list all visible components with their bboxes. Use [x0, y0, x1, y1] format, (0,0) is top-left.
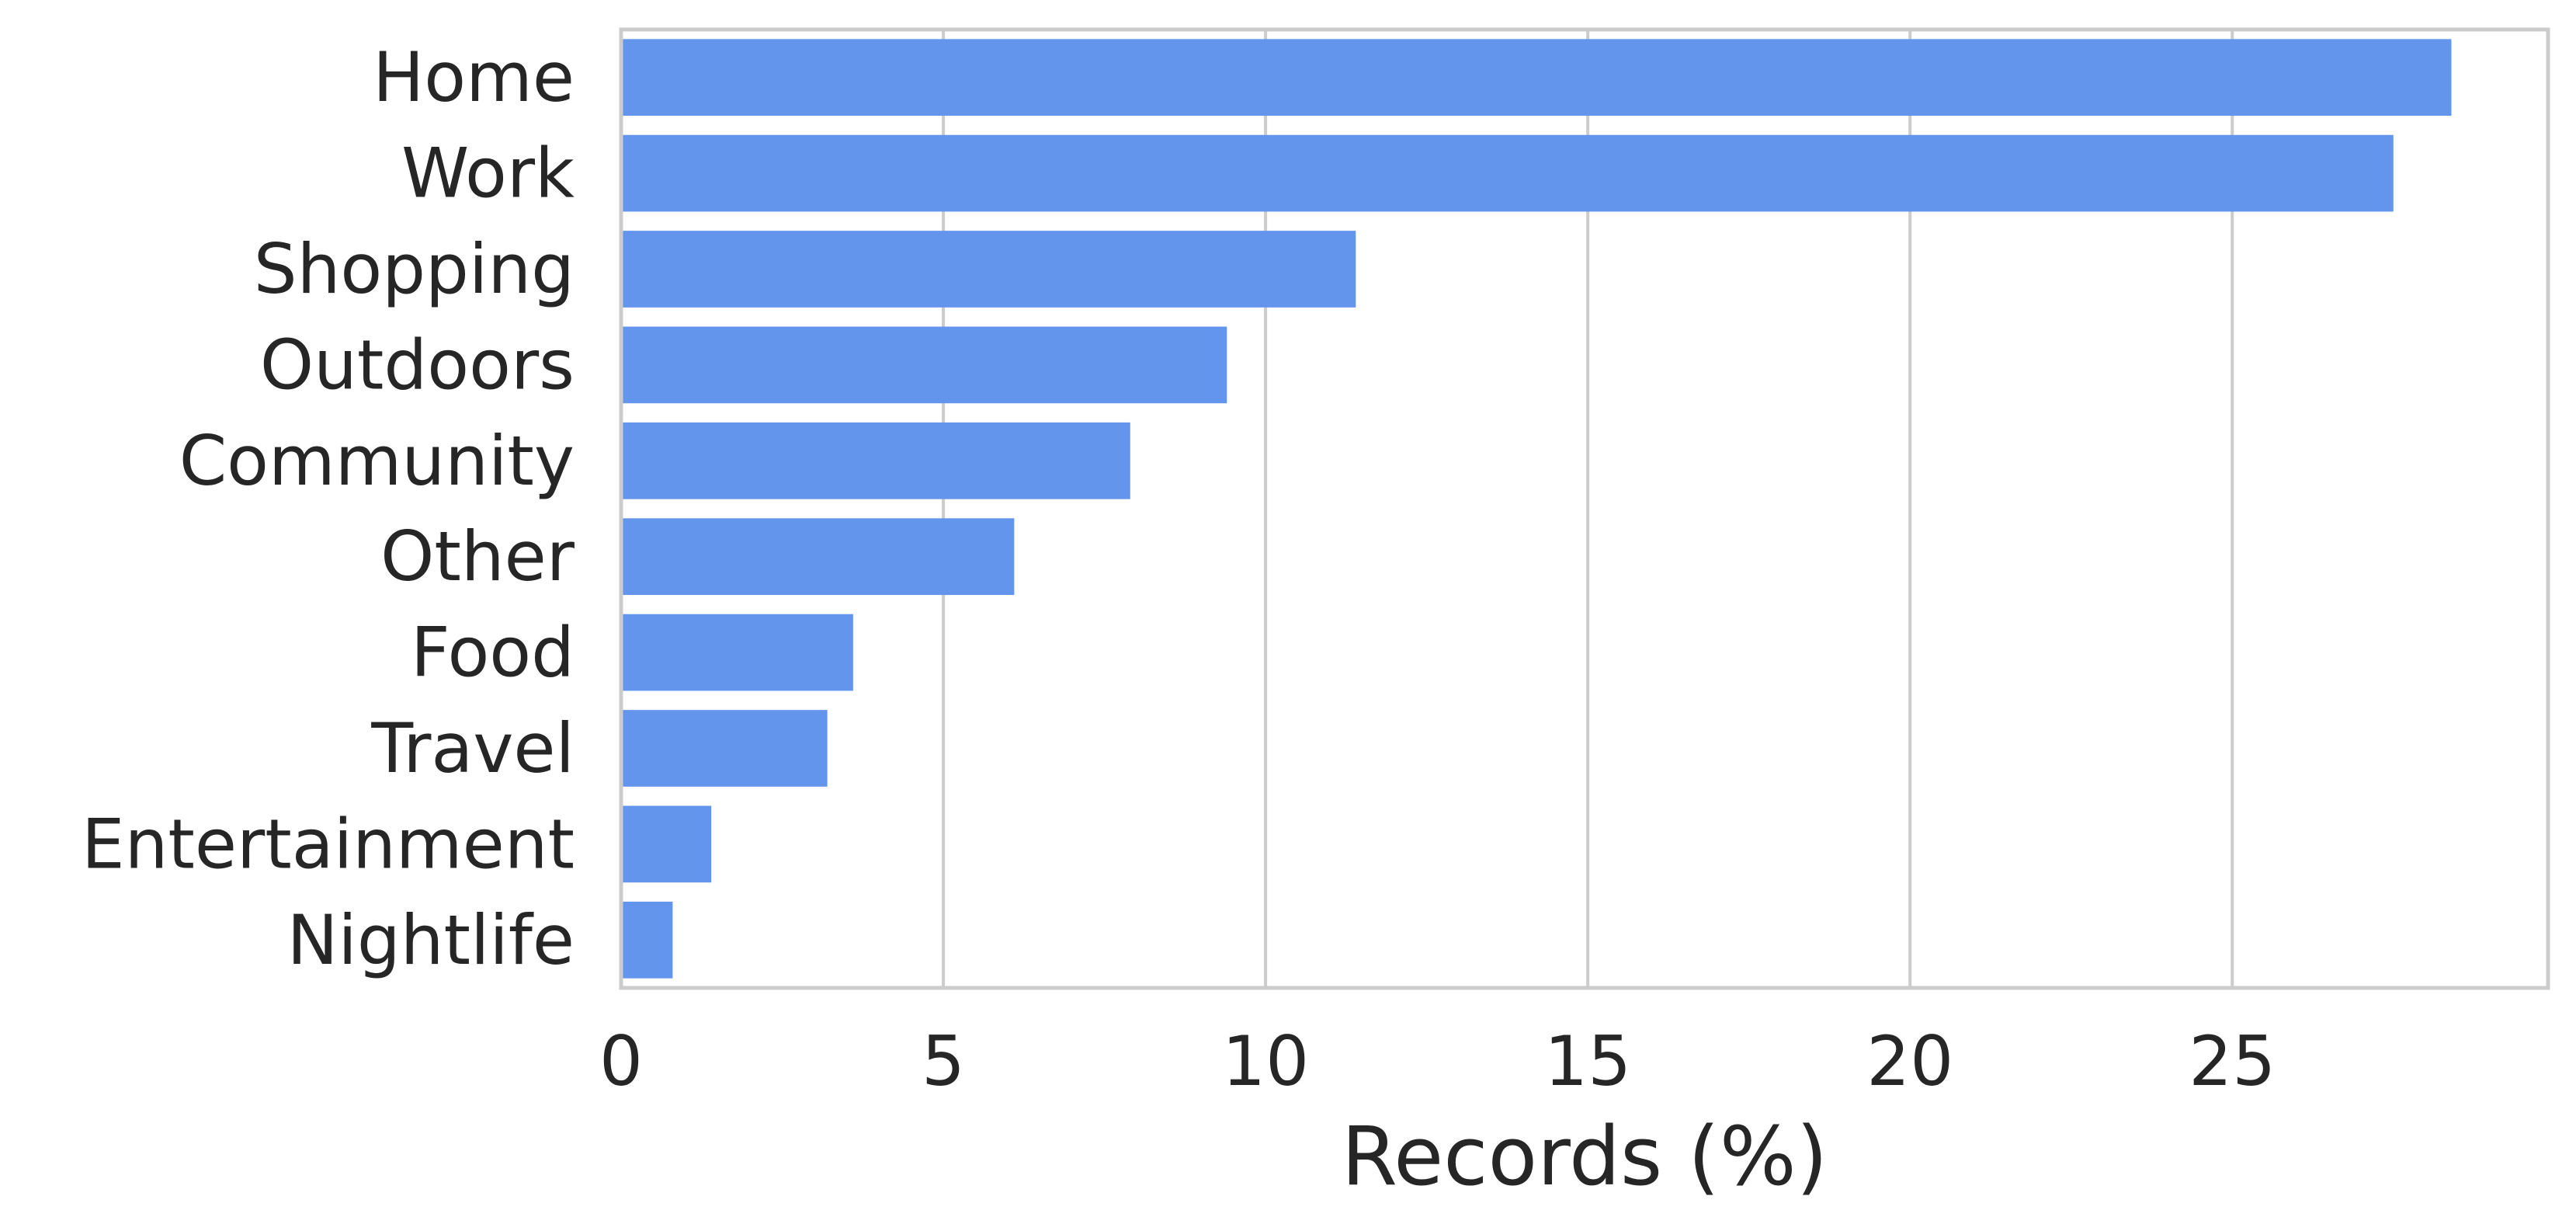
category-label-travel: Travel [370, 708, 575, 788]
bar-food [621, 614, 853, 691]
bar-travel [621, 710, 828, 787]
bar-community [621, 422, 1130, 499]
category-label-entertainment: Entertainment [82, 804, 575, 884]
category-label-outdoors: Outdoors [260, 325, 575, 405]
category-label-food: Food [411, 613, 575, 693]
x-tick-label-25: 25 [2189, 1021, 2276, 1101]
bar-entertainment [621, 805, 712, 883]
bar-other [621, 518, 1015, 596]
bar-nightlife [621, 901, 673, 979]
x-axis-title: Records (%) [1342, 1109, 1828, 1204]
x-tick-label-5: 5 [922, 1021, 965, 1101]
plot-frame [619, 27, 2550, 990]
bar-shopping [621, 231, 1356, 308]
x-tick-label-15: 15 [1544, 1021, 1631, 1101]
x-tick-label-20: 20 [1866, 1021, 1953, 1101]
category-label-home: Home [373, 37, 575, 117]
x-tick-label-10: 10 [1222, 1021, 1309, 1101]
category-label-community: Community [179, 421, 575, 501]
category-label-shopping: Shopping [254, 229, 575, 309]
category-label-nightlife: Nightlife [287, 900, 575, 980]
category-label-work: Work [401, 134, 575, 214]
category-labels: Home Work Shopping Outdoors Community Other Fo… [82, 37, 575, 980]
bar-home [621, 39, 2452, 116]
category-label-other: Other [380, 516, 575, 596]
bar-work [621, 134, 2394, 212]
x-tick-labels: 0 5 10 15 20 25 [599, 1021, 2276, 1101]
x-tick-label-0: 0 [599, 1021, 643, 1101]
bars [621, 39, 2452, 979]
bar-outdoors [621, 326, 1227, 404]
